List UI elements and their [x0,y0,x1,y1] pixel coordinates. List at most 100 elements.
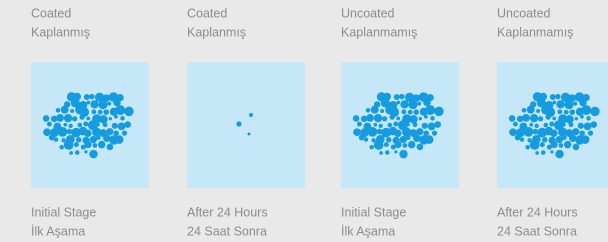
dot [98,110,103,115]
dot [423,130,428,135]
dot [543,123,548,128]
dot [357,122,362,127]
dot [399,150,407,158]
dot [540,142,545,147]
dot [103,122,108,127]
dot [533,129,539,135]
dot [564,110,569,115]
dot [56,108,61,113]
dot [413,122,418,127]
dot [86,117,90,121]
dot [74,142,79,147]
dot [83,121,88,126]
dot [115,135,124,144]
dot [386,137,391,142]
panel-footer: İlk Aşama [31,224,85,238]
dot [555,150,563,158]
dot [89,150,97,158]
dot [69,124,73,128]
dot [522,108,527,113]
dot [579,130,584,135]
dot [75,150,80,155]
dot [535,151,539,155]
dot [84,150,87,153]
panel-box [187,62,305,188]
dot [390,115,395,120]
dot [520,137,524,141]
dot [382,116,387,121]
dot [97,123,100,126]
dot [89,94,94,99]
dot [556,136,563,143]
dot [109,117,112,120]
dot [47,122,52,127]
dot [374,114,382,122]
dot [538,116,543,121]
dot [118,123,126,131]
dot [387,123,392,128]
dot [80,115,85,120]
dot [77,123,82,128]
dot [85,141,92,148]
dot [399,94,404,99]
dot [564,141,571,148]
dot [112,123,118,129]
dot [536,109,540,113]
panel-footer: After 24 Hours [187,205,268,219]
dot [353,115,360,122]
dot [416,128,423,135]
dot [409,115,417,123]
dot [64,114,72,122]
dot [98,141,105,148]
panel-footer: İlk Aşama [341,224,395,238]
panel-header: Kaplanmamış [341,25,417,39]
dot [563,123,566,126]
dot [417,102,421,106]
dot [550,94,556,100]
dot [113,130,118,135]
dot [406,135,411,140]
dot [588,130,593,135]
dot [374,140,384,150]
dot [432,130,437,135]
panel-header: Uncoated [497,6,551,20]
dot [513,122,518,127]
dot [107,144,114,151]
dot [385,150,390,155]
dot [76,137,81,142]
dot [413,109,419,115]
dot [530,114,538,122]
dot [559,143,564,148]
dot [61,106,69,114]
dot [115,105,125,115]
figure: CoatedKaplanmışInitial Stageİlk AşamaCoa… [0,0,608,242]
dot [70,109,74,113]
dot [395,141,402,148]
dot [353,128,361,136]
dot [379,124,383,128]
dot [408,100,417,109]
dot [525,145,529,149]
dot [403,143,408,148]
dot [541,150,546,155]
dot [579,99,587,107]
dot [522,114,530,122]
panel-header: Kaplanmamış [497,25,573,39]
dot [384,142,389,147]
dot [113,99,121,107]
dot [551,141,558,148]
dot [103,109,109,115]
dot [590,121,597,128]
dot [98,100,107,109]
dot [535,124,539,128]
dot [564,100,573,109]
dot [424,115,428,119]
dot [69,151,73,155]
dot [377,129,383,135]
dot [586,116,591,121]
dot [419,117,422,120]
dot [425,105,435,115]
panel-header: Kaplanmış [187,25,246,39]
dot [530,123,534,127]
dot [584,123,592,131]
